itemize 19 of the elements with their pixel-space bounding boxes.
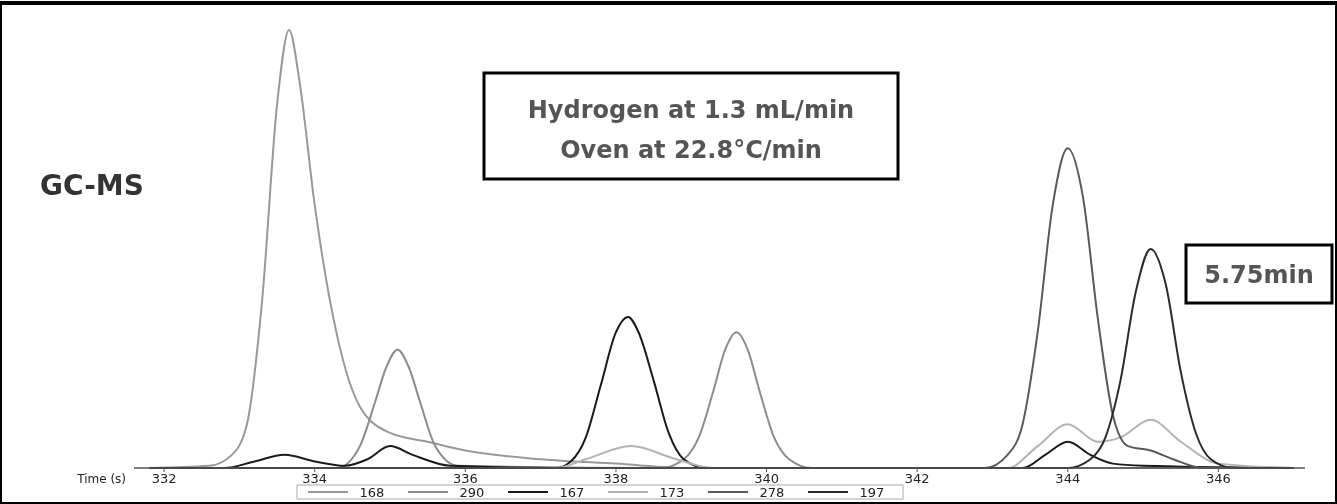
legend-label: 197 [859,485,885,500]
x-tick-label: 334 [302,471,328,486]
legend-label: 173 [659,485,685,500]
x-axis-title: Time (s) [76,472,126,486]
annotation: GC-MS [40,169,144,202]
annotation: 5.75min [1204,261,1314,289]
x-tick-label: 340 [754,471,779,486]
legend-label: 290 [459,485,485,500]
x-tick-label: 346 [1205,471,1231,486]
x-tick-label: 338 [603,471,629,486]
x-tick-label: 342 [904,471,930,486]
legend-label: 278 [759,485,785,500]
legend-label: 168 [359,485,385,500]
annotation: Oven at 22.8°C/min [560,136,822,164]
annotation: Hydrogen at 1.3 mL/min [527,96,855,124]
x-tick-label: 344 [1055,471,1081,486]
legend-label: 167 [559,485,585,500]
x-tick-label: 332 [151,471,177,486]
x-tick-label: 336 [452,471,478,486]
